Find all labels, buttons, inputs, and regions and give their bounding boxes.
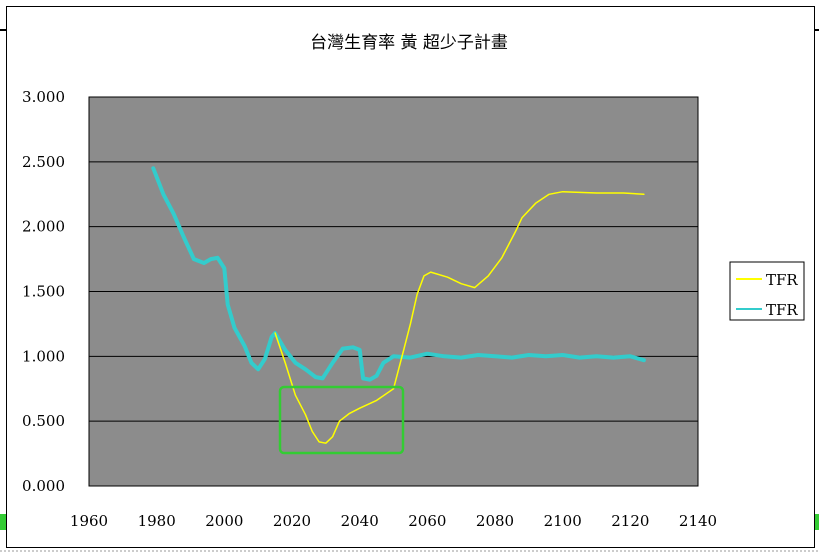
y-tick-label: 1.000 (22, 347, 65, 365)
legend-label: TFR (766, 301, 798, 319)
y-tick-label: 3.000 (22, 88, 65, 106)
y-tick-label: 2.500 (22, 153, 65, 171)
x-axis-tick-labels: 1960 1980 2000 2020 2040 2060 2080 2100 2120 2140 (70, 512, 717, 530)
x-tick-label: 2140 (679, 512, 717, 530)
legend-label: TFR (766, 271, 798, 289)
legend-box (729, 261, 805, 321)
series-lines (151, 166, 646, 444)
y-tick-label: 1.500 (22, 283, 65, 301)
y-tick-label: 0.500 (22, 412, 65, 430)
x-tick-label: 2040 (341, 512, 379, 530)
x-tick-label: 2020 (273, 512, 311, 530)
sheet-green-cell-right (813, 514, 819, 530)
x-tick-label: 2000 (205, 512, 243, 530)
x-tick-label: 1980 (138, 512, 176, 530)
y-axis-tick-labels: 0.000 0.500 1.000 1.500 2.000 2.500 3.000 (22, 88, 65, 495)
sheet-green-cell-left (0, 514, 6, 530)
x-tick-label: 1960 (70, 512, 108, 530)
y-tick-label: 2.000 (22, 218, 65, 236)
chart-title: 台灣生育率 黃 超少子計畫 (310, 33, 508, 53)
x-tick-label: 2120 (611, 512, 649, 530)
legend[interactable]: TFR TFR (729, 261, 805, 321)
x-tick-label: 2080 (476, 512, 514, 530)
y-tick-label: 0.000 (22, 477, 65, 495)
series-line-yellow (274, 190, 645, 444)
x-tick-label: 2060 (408, 512, 446, 530)
series-line-cyan (151, 166, 646, 382)
highlight-annotation-box (278, 385, 405, 455)
x-tick-label: 2100 (544, 512, 582, 530)
